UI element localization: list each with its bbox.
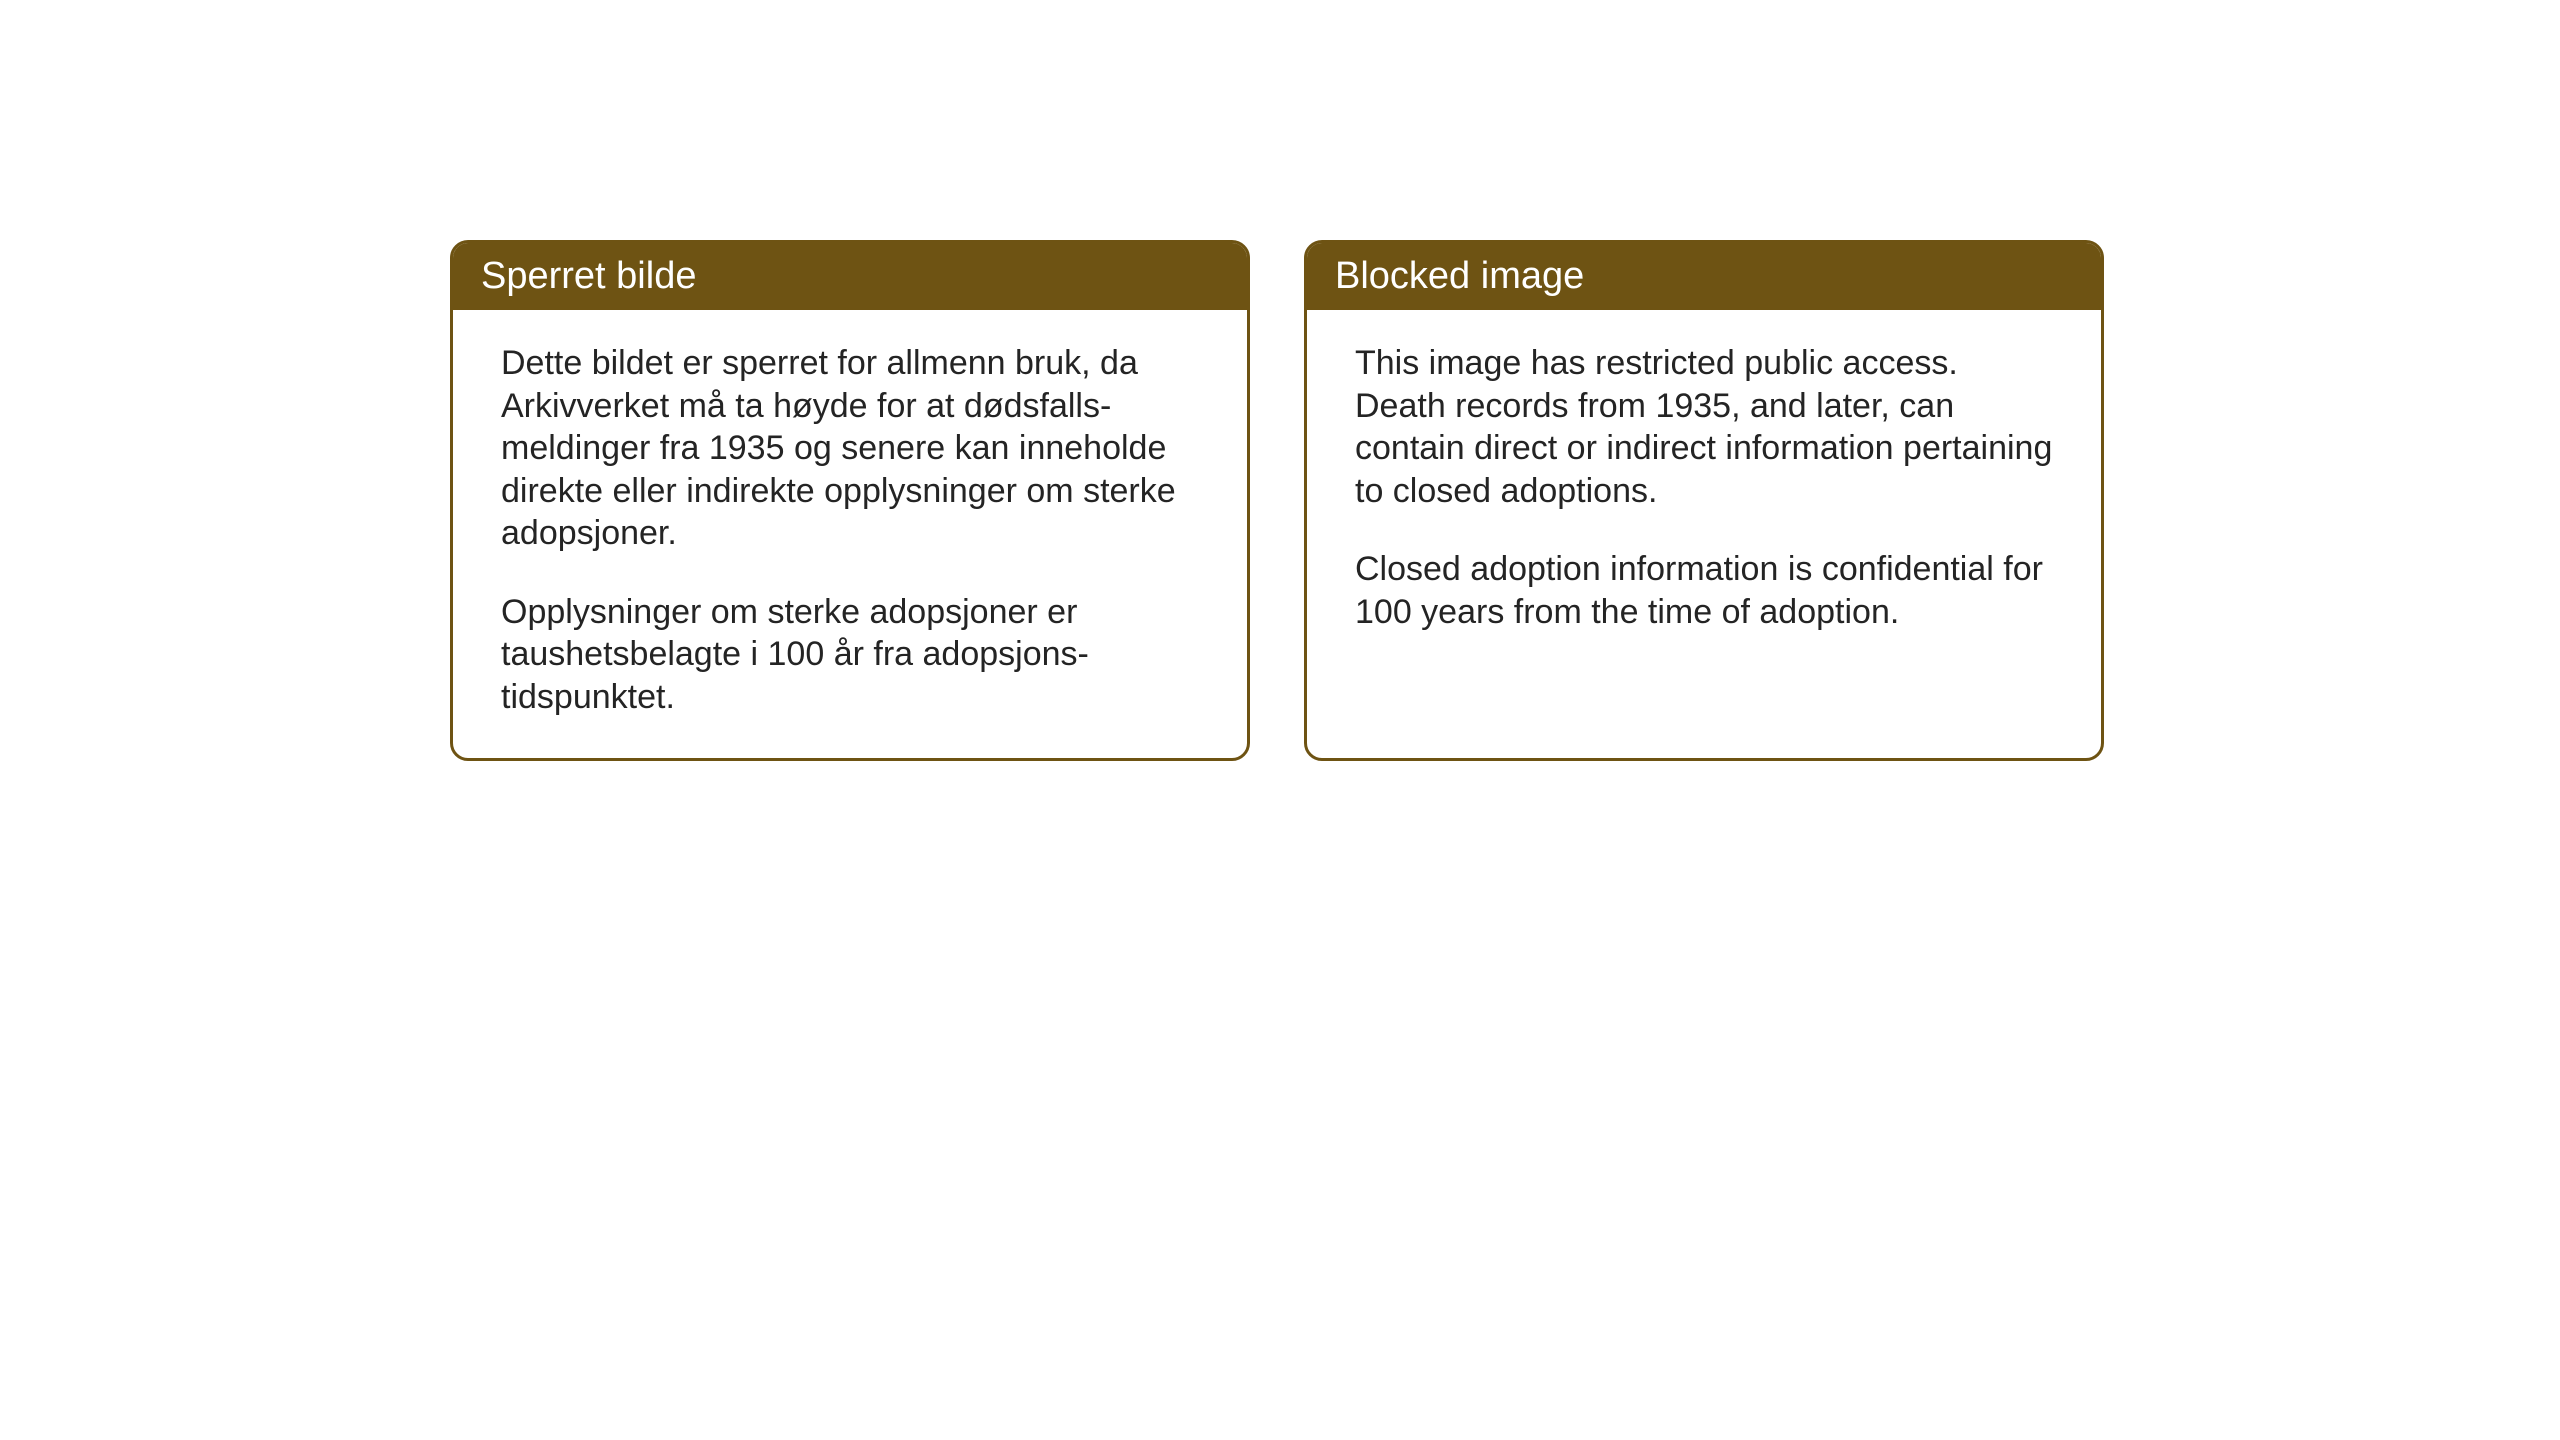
notice-cards-container: Sperret bilde Dette bildet er sperret fo… [450,240,2104,761]
notice-paragraph: Closed adoption information is confident… [1355,548,2053,633]
notice-header-norwegian: Sperret bilde [453,243,1247,310]
notice-body-norwegian: Dette bildet er sperret for allmenn bruk… [453,310,1247,758]
notice-card-norwegian: Sperret bilde Dette bildet er sperret fo… [450,240,1250,761]
notice-title: Blocked image [1335,255,1584,297]
notice-paragraph: This image has restricted public access.… [1355,342,2053,512]
notice-header-english: Blocked image [1307,243,2101,310]
notice-paragraph: Dette bildet er sperret for allmenn bruk… [501,342,1199,555]
notice-body-english: This image has restricted public access.… [1307,310,2101,673]
notice-card-english: Blocked image This image has restricted … [1304,240,2104,761]
notice-paragraph: Opplysninger om sterke adopsjoner er tau… [501,591,1199,719]
notice-title: Sperret bilde [481,255,696,297]
